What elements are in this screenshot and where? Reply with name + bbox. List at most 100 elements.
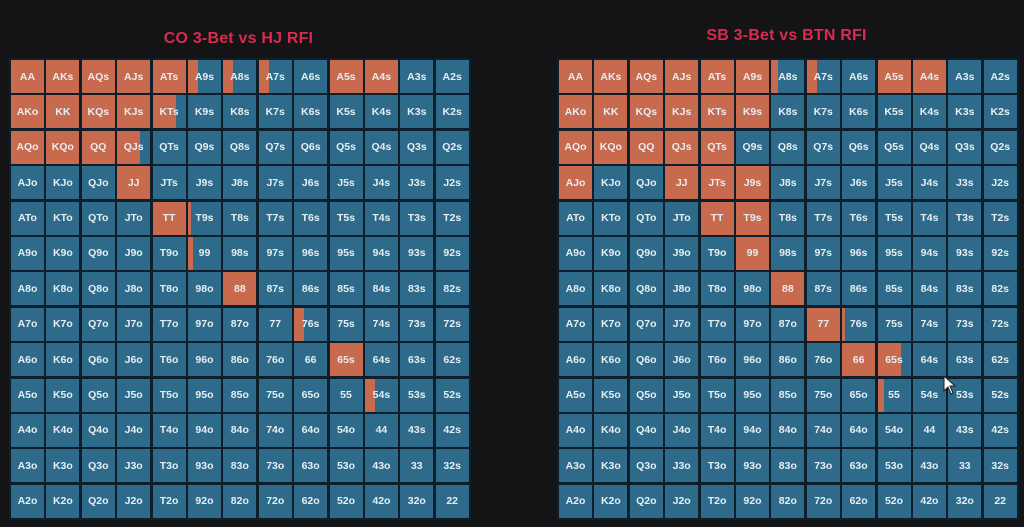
hand-cell-94s: 94s bbox=[912, 236, 946, 270]
hand-label: AKs bbox=[600, 70, 622, 83]
hand-label: 64o bbox=[301, 424, 320, 437]
hand-cell-A3s: A3s bbox=[948, 60, 982, 93]
hand-grid: AA AKs AQs AJs ATs A9s A8s A7s A6s A5s A4s A3s A2s AK… bbox=[9, 58, 471, 520]
hand-label: 86o bbox=[778, 353, 797, 366]
raise-fill bbox=[81, 130, 115, 164]
hand-label: KQo bbox=[599, 141, 622, 154]
raise-fill bbox=[806, 307, 840, 341]
hand-cell-64o: 64o bbox=[294, 413, 328, 447]
hand-cell-J8s: J8s bbox=[223, 166, 257, 200]
raise-fill bbox=[771, 60, 778, 93]
hand-label: 83s bbox=[956, 282, 974, 295]
hand-label: 72o bbox=[266, 495, 285, 508]
hand-cell-Q3s: Q3s bbox=[948, 130, 982, 164]
hand-cell-T5s: T5s bbox=[877, 201, 911, 235]
hand-cell-T5s: T5s bbox=[329, 201, 363, 235]
hand-label: A9s bbox=[194, 70, 215, 83]
raise-fill bbox=[152, 95, 176, 129]
hand-cell-A8s: A8s bbox=[223, 60, 257, 93]
hand-label: 73s bbox=[956, 318, 974, 331]
hand-label: 55 bbox=[340, 389, 352, 402]
hand-label: 44 bbox=[923, 424, 936, 437]
hand-cell-65s: 65s bbox=[329, 343, 363, 377]
hand-cell-Q3o: Q3o bbox=[629, 449, 663, 483]
hand-label: JJ bbox=[675, 176, 688, 189]
raise-fill bbox=[842, 343, 876, 377]
hand-label: 63o bbox=[301, 459, 320, 472]
hand-cell-T7s: T7s bbox=[806, 201, 840, 235]
hand-label: A9o bbox=[565, 247, 586, 260]
hand-cell-Q2s: Q2s bbox=[435, 130, 469, 164]
hand-cell-63o: 63o bbox=[842, 449, 876, 483]
hand-cell-75s: 75s bbox=[877, 307, 911, 341]
hand-cell-65s: 65s bbox=[877, 343, 911, 377]
hand-label: K8s bbox=[778, 105, 798, 118]
hand-label: A4o bbox=[17, 424, 38, 437]
hand-cell-T8s: T8s bbox=[223, 201, 257, 235]
hand-cell-KK: KK bbox=[46, 95, 80, 129]
hand-label: 99 bbox=[198, 247, 211, 260]
hand-cell-K6s: K6s bbox=[842, 95, 876, 129]
hand-label: Q8o bbox=[88, 282, 109, 295]
hand-cell-J7o: J7o bbox=[665, 307, 699, 341]
hand-cell-86o: 86o bbox=[223, 343, 257, 377]
hand-label: 65s bbox=[337, 353, 355, 366]
hand-cell-99: 99 bbox=[735, 236, 769, 270]
hand-label: 64o bbox=[849, 424, 868, 437]
hand-cell-Q9s: Q9s bbox=[187, 130, 221, 164]
hand-cell-A7o: A7o bbox=[559, 307, 592, 341]
hand-label: KK bbox=[603, 105, 619, 118]
hand-cell-J4s: J4s bbox=[912, 166, 946, 200]
hand-cell-75o: 75o bbox=[258, 378, 292, 412]
hand-cell-AKs: AKs bbox=[594, 60, 628, 93]
hand-cell-KQs: KQs bbox=[81, 95, 115, 129]
hand-label: Q4s bbox=[371, 141, 392, 154]
hand-label: 84o bbox=[230, 424, 249, 437]
hand-cell-K9o: K9o bbox=[594, 236, 628, 270]
hand-cell-T4o: T4o bbox=[152, 413, 186, 447]
hand-cell-A3o: A3o bbox=[559, 449, 592, 483]
hand-label: ATs bbox=[159, 70, 179, 83]
hand-cell-T2s: T2s bbox=[983, 201, 1017, 235]
hand-cell-T9s: T9s bbox=[735, 201, 769, 235]
hand-label: 92o bbox=[195, 495, 214, 508]
hand-cell-AA: AA bbox=[559, 60, 592, 93]
hand-cell-Q4o: Q4o bbox=[81, 413, 115, 447]
hand-cell-KJs: KJs bbox=[665, 95, 699, 129]
hand-cell-96s: 96s bbox=[842, 236, 876, 270]
hand-label: JJ bbox=[127, 176, 140, 189]
raise-fill bbox=[700, 60, 734, 93]
hand-label: A6s bbox=[300, 70, 321, 83]
hand-cell-76s: 76s bbox=[842, 307, 876, 341]
hand-cell-32o: 32o bbox=[948, 484, 982, 518]
hand-cell-T6s: T6s bbox=[842, 201, 876, 235]
hand-label: 85s bbox=[337, 282, 355, 295]
hand-cell-ATo: ATo bbox=[11, 201, 44, 235]
hand-label: 62o bbox=[301, 495, 320, 508]
hand-cell-J7o: J7o bbox=[117, 307, 151, 341]
hand-label: Q6s bbox=[848, 141, 869, 154]
hand-label: 83o bbox=[778, 459, 797, 472]
hand-label: 77 bbox=[817, 318, 830, 331]
raise-fill bbox=[559, 130, 592, 164]
hand-label: A9s bbox=[742, 70, 763, 83]
hand-cell-K9s: K9s bbox=[187, 95, 221, 129]
hand-label: 82o bbox=[230, 495, 249, 508]
hand-label: 32s bbox=[991, 459, 1009, 472]
hand-cell-42s: 42s bbox=[435, 413, 469, 447]
hand-label: Q5o bbox=[88, 389, 109, 402]
hand-cell-54o: 54o bbox=[877, 413, 911, 447]
hand-label: J3o bbox=[672, 459, 691, 472]
hand-label: J6o bbox=[672, 353, 691, 366]
hand-label: J6o bbox=[124, 353, 143, 366]
hand-label: T3o bbox=[707, 459, 727, 472]
hand-label: K4o bbox=[600, 424, 621, 437]
hand-cell-AKo: AKo bbox=[11, 95, 44, 129]
hand-label: Q7s bbox=[265, 141, 286, 154]
hand-label: 43o bbox=[372, 459, 391, 472]
hand-label: Q6o bbox=[88, 353, 109, 366]
raise-fill bbox=[187, 60, 198, 93]
hand-label: A2o bbox=[565, 495, 586, 508]
hand-cell-43o: 43o bbox=[364, 449, 398, 483]
hand-cell-J6o: J6o bbox=[665, 343, 699, 377]
